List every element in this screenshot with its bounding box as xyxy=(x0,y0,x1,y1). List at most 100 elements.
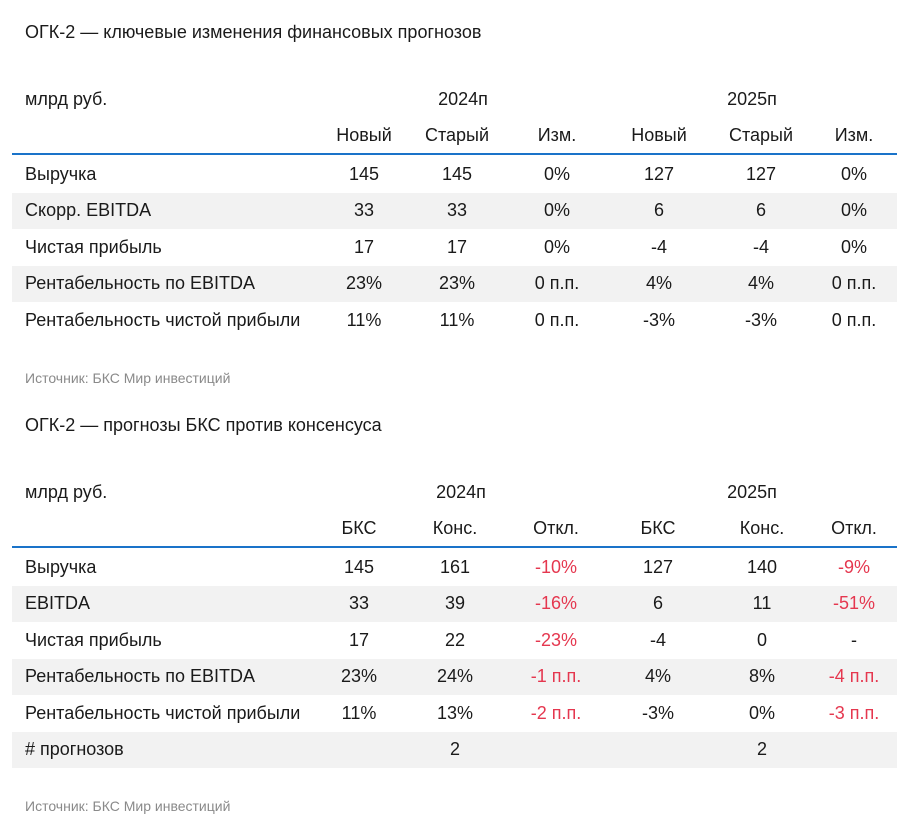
table-cell: 127 xyxy=(642,556,674,577)
table2-col-header: БКС xyxy=(341,517,377,538)
table-cell: 0% xyxy=(840,163,868,184)
table-cell: 145 xyxy=(348,163,380,184)
deviation-cell: - xyxy=(851,629,857,650)
table-cell: 13% xyxy=(436,702,474,723)
table-row: # прогнозов 2 2 xyxy=(12,731,897,768)
table-cell: 6 xyxy=(755,200,767,221)
table-row: Выручка 145 145 0% 127 127 0% xyxy=(12,156,897,193)
row-label: Чистая прибыль xyxy=(25,236,162,257)
table-cell: 140 xyxy=(746,556,778,577)
table-cell: 161 xyxy=(439,556,471,577)
table1-unit-label: млрд руб. xyxy=(25,88,108,109)
table-row: Рентабельность по EBITDA 23% 24% -1 п.п.… xyxy=(12,658,897,695)
table-row: Чистая прибыль 17 22 -23% -4 0 - xyxy=(12,622,897,659)
table-cell: 22 xyxy=(444,629,466,650)
table-cell: -4 xyxy=(650,236,668,257)
table1-body: Выручка 145 145 0% 127 127 0% Скорр. EBI… xyxy=(12,156,897,339)
table-cell: 4% xyxy=(645,273,673,294)
table-cell: 17 xyxy=(348,629,370,650)
table1-year-header-row: млрд руб. 2024п 2025п xyxy=(12,81,897,117)
table1-year-2025: 2025п xyxy=(727,88,777,109)
table-cell: 145 xyxy=(343,556,375,577)
row-label: Рентабельность по EBITDA xyxy=(25,273,255,294)
table-cell: 17 xyxy=(446,236,468,257)
table-row: Чистая прибыль 17 17 0% -4 -4 0% xyxy=(12,229,897,266)
table-cell: 11% xyxy=(346,309,382,330)
table-cell: 0 п.п. xyxy=(831,309,877,330)
table-row: Рентабельность чистой прибыли 11% 13% -2… xyxy=(12,695,897,732)
table2-year-2025: 2025п xyxy=(727,481,777,502)
table-cell: 33 xyxy=(446,200,468,221)
table1-col-header: Старый xyxy=(728,124,794,145)
deviation-cell: -16% xyxy=(534,593,578,614)
deviation-cell: -10% xyxy=(534,556,578,577)
table2-unit-label: млрд руб. xyxy=(25,481,108,502)
table-cell: 4% xyxy=(747,273,775,294)
table1-header-divider xyxy=(12,153,897,155)
table-cell: 4% xyxy=(644,666,672,687)
table-row: Выручка 145 161 -10% 127 140 -9% xyxy=(12,549,897,586)
table1-title: ОГК-2 — ключевые изменения финансовых пр… xyxy=(25,22,482,42)
table2: млрд руб. 2024п 2025п БКС Конс. Откл. БК… xyxy=(12,474,897,546)
table-cell: 8% xyxy=(748,666,776,687)
table-row: Скорр. EBITDA 33 33 0% 6 6 0% xyxy=(12,192,897,229)
table-cell: 6 xyxy=(653,200,665,221)
table-cell: 11% xyxy=(341,702,377,723)
table-cell: 6 xyxy=(652,593,664,614)
row-label: Рентабельность по EBITDA xyxy=(25,666,255,687)
table-cell: 127 xyxy=(745,163,777,184)
deviation-cell: -1 п.п. xyxy=(530,666,582,687)
table2-col-header: БКС xyxy=(640,517,676,538)
table1-col-header: Старый xyxy=(424,124,490,145)
table2-title: ОГК-2 — прогнозы БКС против консенсуса xyxy=(25,415,382,435)
table2-col-header: Откл. xyxy=(533,517,579,538)
table-cell: 0% xyxy=(840,200,868,221)
table-cell: -3% xyxy=(642,309,676,330)
deviation-cell: -2 п.п. xyxy=(530,702,582,723)
row-label: Выручка xyxy=(25,556,97,577)
table-row: Рентабельность по EBITDA 23% 23% 0 п.п. … xyxy=(12,265,897,302)
table1-col-header: Новый xyxy=(336,124,392,145)
table-cell: 127 xyxy=(643,163,675,184)
table-cell: 0 п.п. xyxy=(831,273,877,294)
row-label: Чистая прибыль xyxy=(25,629,162,650)
table1-col-header: Новый xyxy=(631,124,687,145)
deviation-cell: -4 п.п. xyxy=(828,666,880,687)
table-cell: -3% xyxy=(744,309,778,330)
table2-year-2024: 2024п xyxy=(436,481,486,502)
row-label: EBITDA xyxy=(25,593,91,614)
row-label: Рентабельность чистой прибыли xyxy=(25,702,301,723)
row-label: # прогнозов xyxy=(25,739,124,760)
table-cell: 23% xyxy=(345,273,383,294)
table1-year-2024: 2024п xyxy=(438,88,488,109)
table-cell: 2 xyxy=(756,739,768,760)
deviation-cell: -23% xyxy=(534,629,578,650)
table-cell: 17 xyxy=(353,236,375,257)
table2-source: Источник: БКС Мир инвестиций xyxy=(25,798,231,814)
table2-year-header-row: млрд руб. 2024п 2025п xyxy=(12,474,897,510)
table1-subheader-row: Новый Старый Изм. Новый Старый Изм. xyxy=(12,117,897,153)
table2-col-header: Конс. xyxy=(739,517,785,538)
table-cell: -4 xyxy=(752,236,770,257)
table-cell: 0% xyxy=(840,236,868,257)
table2-header-divider xyxy=(12,546,897,548)
table2-body: Выручка 145 161 -10% 127 140 -9% EBITDA … xyxy=(12,549,897,768)
table-row: EBITDA 33 39 -16% 6 11 -51% xyxy=(12,585,897,622)
table-cell: 0% xyxy=(543,163,571,184)
deviation-cell: -3 п.п. xyxy=(828,702,880,723)
table-cell: 11 xyxy=(752,593,772,614)
table-cell: -4 xyxy=(649,629,667,650)
table-cell: 39 xyxy=(444,593,466,614)
table-cell: 11% xyxy=(439,309,475,330)
table-cell: 23% xyxy=(438,273,476,294)
deviation-cell: -9% xyxy=(837,556,871,577)
table-cell: 33 xyxy=(353,200,375,221)
table-cell: 145 xyxy=(441,163,473,184)
table-row: Рентабельность чистой прибыли 11% 11% 0 … xyxy=(12,302,897,339)
table1-col-header: Изм. xyxy=(537,124,577,145)
table-cell: 0% xyxy=(543,236,571,257)
table1-source: Источник: БКС Мир инвестиций xyxy=(25,370,231,386)
table-cell: 0 п.п. xyxy=(534,273,580,294)
table2-subheader-row: БКС Конс. Откл. БКС Конс. Откл. xyxy=(12,510,897,546)
table1-col-header: Изм. xyxy=(834,124,874,145)
